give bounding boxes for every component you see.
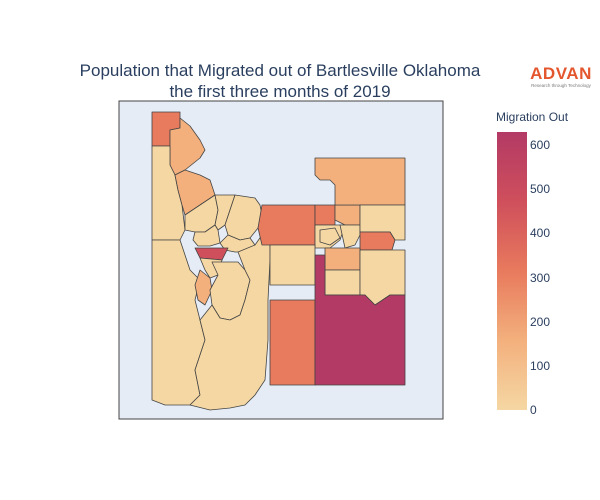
region-northeast[interactable] [314, 157, 406, 206]
region-east-e[interactable] [339, 224, 361, 249]
colorbar [497, 132, 527, 410]
colorbar-tick-label: 600 [530, 138, 551, 153]
colorbar-tick-label: 500 [530, 182, 551, 197]
region-east-j[interactable] [324, 269, 361, 296]
title-line-1: Population that Migrated out of Bartlesv… [79, 61, 481, 80]
logo-tagline: Research through Technology [531, 83, 591, 88]
region-center-e[interactable] [192, 224, 221, 247]
colorbar-tick-label: 0 [530, 403, 537, 417]
colorbar-tick-label: 400 [530, 226, 551, 241]
colorbar-tick-label: 200 [530, 314, 551, 329]
region-north-east-a[interactable] [257, 204, 316, 246]
logo-text: ADVAN [530, 64, 592, 83]
region-east-h[interactable] [359, 231, 396, 251]
region-east-c[interactable] [334, 204, 361, 226]
advan-logo: ADVAN Research through Technology [527, 65, 595, 89]
region-south-central[interactable] [269, 299, 316, 386]
region-east-i[interactable] [324, 247, 361, 271]
region-center-g[interactable] [194, 269, 213, 306]
region-north-east-b[interactable] [314, 204, 336, 226]
title-line-2: the first three months of 2019 [169, 82, 391, 101]
colorbar-tick-label: 300 [530, 270, 551, 285]
region-east-f[interactable] [319, 227, 341, 246]
region-southeast[interactable] [314, 254, 406, 386]
chart-title: Population that Migrated out of Bartlesv… [40, 60, 520, 102]
region-central[interactable] [269, 244, 316, 286]
colorbar-tick-label: 100 [530, 358, 551, 373]
colorbar-title: Migration Out [496, 110, 569, 124]
